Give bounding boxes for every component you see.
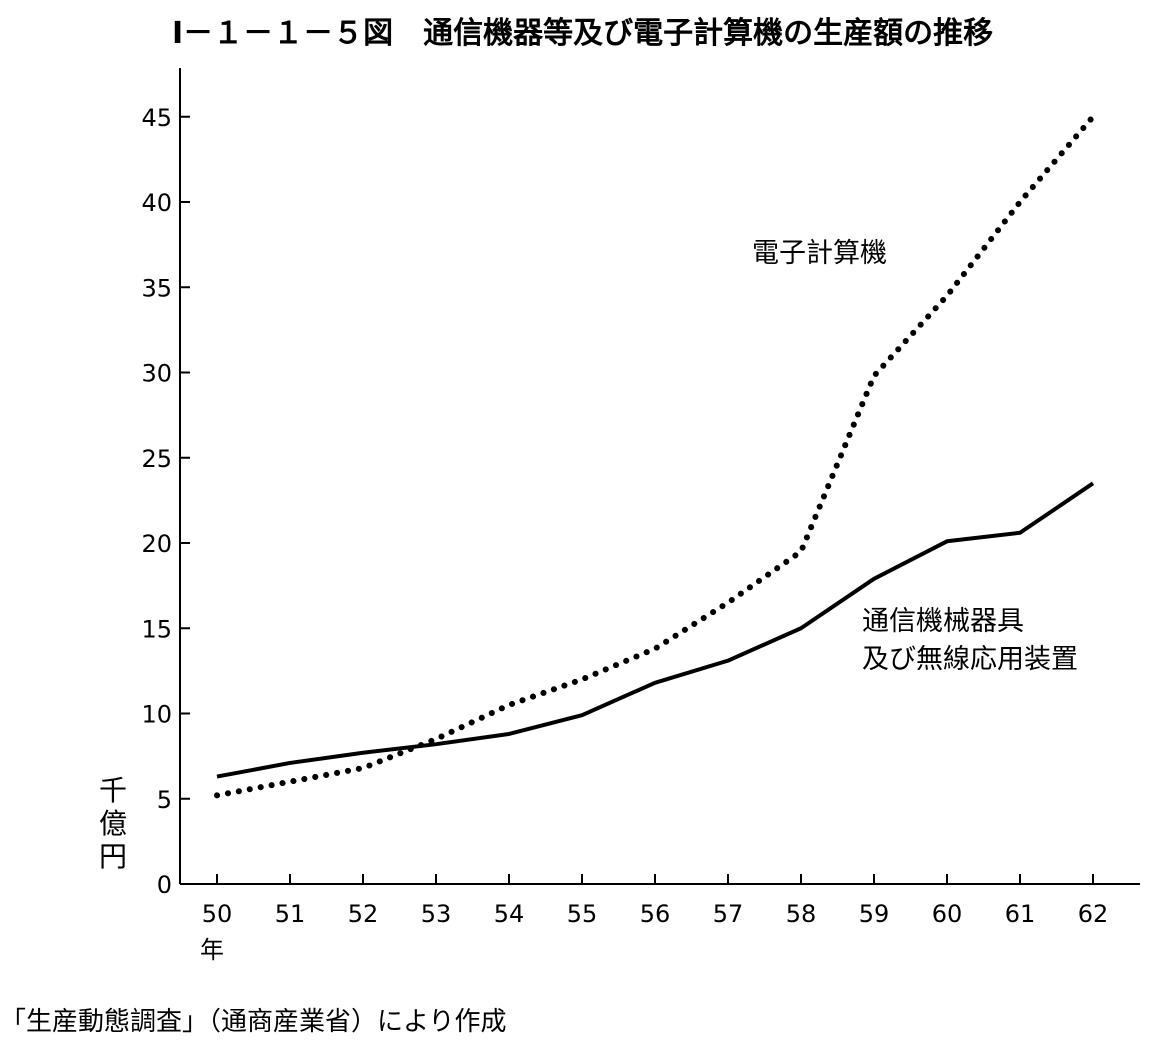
y-axis-label: 千億円	[99, 774, 127, 873]
series-label-computer: 電子計算機	[752, 238, 887, 269]
y-tick-label: 5	[157, 786, 172, 814]
x-tick-label: 55	[567, 900, 598, 928]
x-tick-label: 60	[932, 900, 963, 928]
x-tick-label: 58	[786, 900, 817, 928]
x-tick-label: 57	[713, 900, 744, 928]
y-tick-label: 30	[141, 360, 172, 388]
x-tick-label: 54	[494, 900, 525, 928]
y-tick-label: 10	[141, 701, 172, 729]
x-tick-label: 52	[348, 900, 379, 928]
x-ticks: 50 51 52 53 54 55 56 57 58 59 60 61 62	[202, 874, 1109, 928]
x-tick-label: 51	[275, 900, 306, 928]
y-axis-label-char: 千	[99, 774, 127, 807]
series-group	[214, 113, 1096, 799]
series-label-telecom-line1: 通信機械器具	[862, 606, 1024, 637]
series-line-telecom	[216, 481, 1095, 779]
y-tick-label: 25	[141, 445, 172, 473]
x-tick-label: 62	[1078, 900, 1109, 928]
y-tick-label: 40	[141, 189, 172, 217]
axes	[179, 68, 1140, 885]
y-tick-label: 15	[141, 615, 172, 643]
series-label-telecom-line2: 及び無線応用装置	[862, 644, 1078, 675]
y-tick-label: 20	[141, 530, 172, 558]
y-tick-label: 35	[141, 274, 172, 302]
x-tick-label: 59	[859, 900, 890, 928]
x-tick-label: 61	[1005, 900, 1036, 928]
x-tick-label: 56	[640, 900, 671, 928]
y-axis-label-char: 億	[99, 807, 127, 840]
x-tick-label: 53	[421, 900, 452, 928]
series-line-computer	[214, 113, 1096, 799]
x-tick-label: 50	[202, 900, 233, 928]
y-tick-label: 45	[141, 104, 172, 132]
y-tick-label: 0	[157, 871, 172, 899]
chart-title: Ⅰ－１－１－５図 通信機器等及び電子計算機の生産額の推移	[172, 16, 993, 51]
x-unit-label: 年	[200, 936, 224, 964]
source-note: 「生産動態調査」（通商産業省）により作成	[0, 1007, 506, 1037]
y-ticks: 0 5 10 15 20 25 30 35 40 45	[141, 104, 190, 899]
y-axis-label-char: 円	[99, 840, 127, 873]
